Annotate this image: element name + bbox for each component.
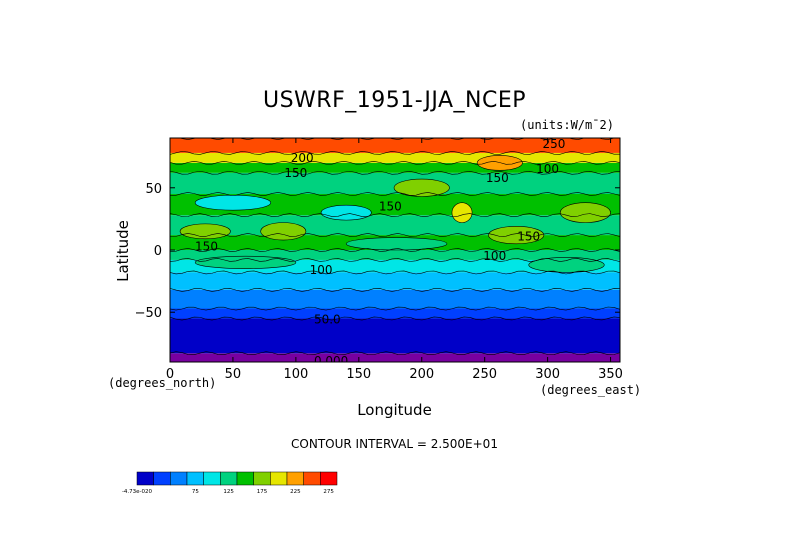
heatmap-patch <box>260 222 307 241</box>
colorbar-swatch <box>186 471 204 486</box>
colorbar-swatch <box>203 471 221 486</box>
colorbar-swatch <box>270 471 288 486</box>
x-tick-label: 350 <box>598 367 623 382</box>
y-tick-label: 50 <box>145 182 162 197</box>
contour-line <box>170 248 620 252</box>
contour-label: 0.000 <box>314 354 348 368</box>
colorbar: -4.73e-020 75 125 175 225 275 <box>122 471 338 495</box>
contour-label: 50.0 <box>314 313 341 327</box>
colorbar-swatch <box>236 471 254 486</box>
contour-label: 100 <box>483 249 506 263</box>
colorbar-label: 275 <box>323 489 334 495</box>
contour-label: 150 <box>284 166 307 180</box>
x-tick-label: 0 <box>166 367 174 382</box>
contour-line <box>170 306 620 311</box>
heatmap-patch <box>194 255 297 269</box>
heatmap-band <box>170 289 620 309</box>
colorbar-swatch <box>286 471 304 486</box>
colorbar-label: 75 <box>192 489 199 495</box>
contour-label: 150 <box>379 199 402 213</box>
colorbar-label: 225 <box>290 489 301 495</box>
contour-line <box>170 160 620 165</box>
heatmap-field <box>170 138 620 362</box>
y-axis-unit: (degrees_north) <box>108 376 217 390</box>
contour-line <box>170 270 620 275</box>
colorbar-swatch <box>303 471 321 486</box>
colorbar-label: -4.73e-020 <box>122 489 153 495</box>
heatmap-band <box>170 250 620 260</box>
heatmap-patch <box>528 257 605 273</box>
x-tick-label: 100 <box>283 367 308 382</box>
x-tick-label: 50 <box>225 367 242 382</box>
contour-line <box>170 151 620 155</box>
x-axis-label: Longitude <box>357 401 432 419</box>
contour-label: 100 <box>310 263 333 277</box>
heatmap-band <box>170 172 620 194</box>
contour-line <box>170 351 620 356</box>
heatmap-band <box>170 215 620 236</box>
heatmap-band <box>170 138 620 153</box>
contour-label: 100 <box>536 162 559 176</box>
y-tick-label: 0 <box>154 244 162 259</box>
y-tick-label: −50 <box>135 306 162 321</box>
contour-line <box>170 170 620 175</box>
contour-label: 150 <box>486 171 509 185</box>
y-axis-label: Latitude <box>114 220 132 282</box>
x-tick-label: 150 <box>346 367 371 382</box>
heatmap-patch <box>320 204 372 221</box>
heatmap-patch <box>559 202 611 223</box>
y-axis: 50 0 −50 <box>135 182 620 321</box>
colorbar-swatch <box>136 471 154 486</box>
colorbar-swatch <box>320 471 338 486</box>
heatmap-patch <box>393 178 450 197</box>
heatmap-patch <box>476 155 523 171</box>
heatmap-band <box>170 162 620 173</box>
contour-label: 150 <box>517 229 540 243</box>
contour-label: 150 <box>195 239 218 253</box>
x-tick-label: 200 <box>409 367 434 382</box>
heatmap-band <box>170 308 620 319</box>
heatmap-patch <box>345 237 448 251</box>
contour-line <box>170 233 620 237</box>
colorbar-swatch <box>153 471 171 486</box>
chart-title: USWRF_1951-JJA_NCEP <box>262 88 527 113</box>
x-tick-label: 250 <box>472 367 497 382</box>
heatmap-patch <box>194 194 271 211</box>
heatmap-patch <box>488 226 545 245</box>
colorbar-swatch <box>253 471 271 486</box>
units-label: (units:W/m¯2) <box>520 118 614 132</box>
contour-line <box>170 258 620 262</box>
heatmap-band <box>170 194 620 216</box>
x-axis: 0 50 100 150 200 250 300 350 <box>166 138 623 382</box>
contour-line <box>170 316 620 321</box>
contour-line <box>170 213 620 217</box>
contour-line <box>170 288 620 292</box>
contour-label: 250 <box>542 137 565 151</box>
colorbar-label: 125 <box>223 489 234 495</box>
heatmap-band <box>170 318 620 354</box>
heatmap-patch <box>451 202 473 223</box>
heatmap-band <box>170 353 620 362</box>
heatmap-band <box>170 272 620 290</box>
contour-line <box>170 192 620 196</box>
x-tick-label: 300 <box>535 367 560 382</box>
x-axis-unit: (degrees_east) <box>540 383 642 397</box>
colorbar-swatch <box>170 471 188 486</box>
heatmap-patch <box>179 223 231 240</box>
colorbar-swatch <box>220 471 238 486</box>
colorbar-label: 175 <box>257 489 268 495</box>
heatmap-band <box>170 152 620 163</box>
contour-line <box>170 138 616 140</box>
contour-interval: CONTOUR INTERVAL = 2.500E+01 <box>291 437 498 451</box>
contour-label: 200 <box>291 151 314 165</box>
